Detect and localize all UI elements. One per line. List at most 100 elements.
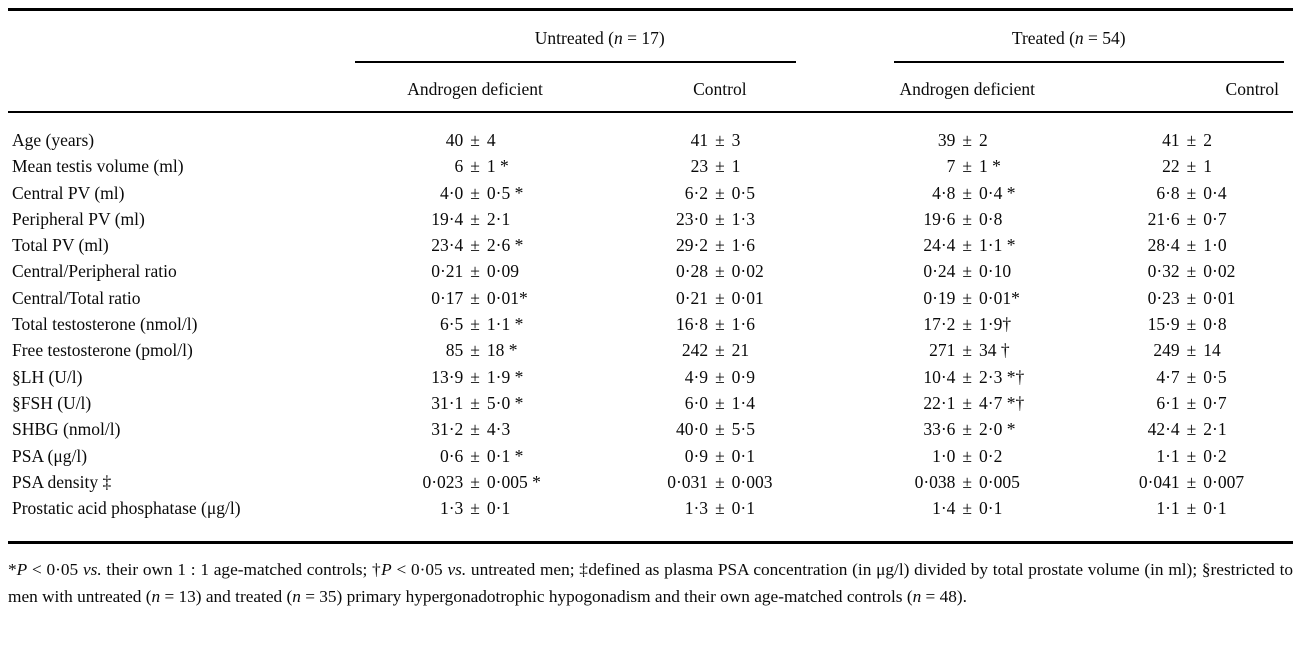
table-row: Central PV (ml) 4·0 ±0·5 * 6·2 ±0·5 4·8 ±0·… <box>8 180 1293 206</box>
value-cell-treated-androgen-deficient: 271 ±34 † <box>929 340 1010 361</box>
value-cell-treated-androgen-deficient: 0·19 ±0·01* <box>923 287 1020 308</box>
value-cell-untreated-control: 4·9 ±0·9 <box>684 366 755 387</box>
table-row: PSA (μg/l) 0·6 ±0·1 * 0·9 ±0·1 1·0 ±0·2 1·1… <box>8 443 1293 469</box>
value-cell-untreated-androgen-deficient: 85 ±18 * <box>445 340 518 361</box>
value-cell-untreated-androgen-deficient: 0·023 ±0·005 * <box>422 471 541 492</box>
value-cell-treated-androgen-deficient: 1·4 ±0·1 <box>844 495 1090 545</box>
table-row: Mean testis volume (ml) 6 ±1 * 23 ±1 7 ±1 *… <box>8 153 1293 179</box>
value-cell-untreated-androgen-deficient: 4·0 ±0·5 * <box>439 182 524 203</box>
value-cell-treated-androgen-deficient: 39 ±2 <box>937 130 988 150</box>
row-label: Free testosterone (pmol/l) <box>12 340 193 361</box>
table-row: Age (years) 40 ±4 41 ±3 39 ±2 41 ±2 <box>8 112 1293 153</box>
value-cell-untreated-androgen-deficient: 0·21 ±0·09 <box>431 261 519 282</box>
value-cell-untreated-androgen-deficient: 40 ±4 <box>445 130 496 150</box>
table-body: Age (years) 40 ±4 41 ±3 39 ±2 41 ±2 Mean tes… <box>8 112 1293 545</box>
value-cell-untreated-control: 0·21 ±0·01 <box>675 287 764 308</box>
value-cell-treated-control: 6·1 ±0·7 <box>1156 392 1227 413</box>
value-cell-untreated-control: 23 ±1 <box>690 156 741 177</box>
value-cell-untreated-androgen-deficient: 23·4 ±2·6 * <box>431 235 524 256</box>
value-cell-untreated-control: 40·0 ±5·5 <box>675 419 755 440</box>
value-cell-untreated-control: 0·9 ±0·1 <box>684 445 755 466</box>
results-table: Untreated (n = 17) Treated (n = 54) Andr… <box>8 8 1293 545</box>
value-cell-untreated-control: 23·0 ±1·3 <box>675 208 755 229</box>
treated-spanner-rule <box>893 61 1285 63</box>
value-cell-untreated-androgen-deficient: 31·1 ±5·0 * <box>431 392 524 413</box>
group-title-treated: Treated (n = 54) <box>1011 28 1126 48</box>
row-label: PSA density ‡ <box>12 471 112 492</box>
value-cell-treated-androgen-deficient: 0·038 ±0·005 <box>914 471 1020 492</box>
value-cell-untreated-control: 6·0 ±1·4 <box>684 392 755 413</box>
row-label: Prostatic acid phosphatase (μg/l) <box>8 495 355 545</box>
value-cell-treated-control: 22 ±1 <box>1162 156 1213 177</box>
value-cell-treated-control: 15·9 ±0·8 <box>1147 314 1227 335</box>
row-label: Peripheral PV (ml) <box>12 208 145 229</box>
column-header-row: Androgen deficient Control Androgen defi… <box>8 63 1293 113</box>
value-cell-treated-androgen-deficient: 17·2 ±1·9† <box>923 314 1012 335</box>
paper-table-sheet: Untreated (n = 17) Treated (n = 54) Andr… <box>8 8 1293 611</box>
value-cell-treated-androgen-deficient: 7 ±1 * <box>946 156 1001 177</box>
table-row: Free testosterone (pmol/l) 85 ±18 * 242 ±2… <box>8 337 1293 363</box>
header-label-spacer <box>8 10 355 64</box>
value-cell-treated-androgen-deficient: 10·4 ±2·3 *† <box>923 366 1025 387</box>
value-cell-treated-androgen-deficient: 22·1 ±4·7 *† <box>923 392 1025 413</box>
row-label: Total testosterone (nmol/l) <box>12 314 198 335</box>
value-cell-treated-control: 21·6 ±0·7 <box>1147 208 1227 229</box>
value-cell-untreated-androgen-deficient: 0·17 ±0·01* <box>431 287 528 308</box>
row-label: Central PV (ml) <box>12 182 125 203</box>
value-cell-untreated-control: 41 ±3 <box>690 130 741 150</box>
column-header-treated-androgen-deficient: Androgen deficient <box>844 63 1090 113</box>
group-header-row: Untreated (n = 17) Treated (n = 54) <box>8 10 1293 64</box>
table-row: Total testosterone (nmol/l) 6·5 ±1·1 * 16… <box>8 311 1293 337</box>
row-label: §LH (U/l) <box>12 366 83 387</box>
column-header-spacer <box>8 63 355 113</box>
column-header-untreated-androgen-deficient: Androgen deficient <box>354 63 596 113</box>
value-cell-treated-control: 1·1 ±0·1 <box>1089 495 1293 545</box>
untreated-spanner-rule <box>354 61 796 63</box>
value-cell-untreated-androgen-deficient: 1·3 ±0·1 <box>354 495 596 545</box>
value-cell-untreated-androgen-deficient: 19·4 ±2·1 <box>431 208 511 229</box>
value-cell-treated-androgen-deficient: 0·24 ±0·10 <box>923 261 1012 282</box>
value-cell-untreated-androgen-deficient: 6 ±1 * <box>454 156 509 177</box>
row-label: PSA (μg/l) <box>12 445 88 466</box>
table-row: PSA density ‡ 0·023 ±0·005 * 0·031 ±0·003 … <box>8 469 1293 495</box>
table-row: Peripheral PV (ml) 19·4 ±2·1 23·0 ±1·3 19·… <box>8 206 1293 232</box>
value-cell-treated-control: 6·8 ±0·4 <box>1156 182 1227 203</box>
value-cell-untreated-control: 16·8 ±1·6 <box>675 314 755 335</box>
row-label: Total PV (ml) <box>12 235 109 256</box>
table-row: Central/Total ratio 0·17 ±0·01* 0·21 ±0·01… <box>8 285 1293 311</box>
value-cell-treated-androgen-deficient: 19·6 ±0·8 <box>923 208 1003 229</box>
row-label: Central/Total ratio <box>12 287 141 308</box>
value-cell-treated-control: 1·1 ±0·2 <box>1156 445 1227 466</box>
value-cell-treated-control: 0·23 ±0·01 <box>1147 287 1236 308</box>
value-cell-untreated-control: 0·031 ±0·003 <box>667 471 773 492</box>
column-header-treated-control: Control <box>1089 63 1293 113</box>
value-cell-untreated-control: 6·2 ±0·5 <box>684 182 755 203</box>
value-cell-untreated-androgen-deficient: 0·6 ±0·1 * <box>439 445 524 466</box>
value-cell-untreated-control: 242 ±21 <box>681 340 750 361</box>
value-cell-treated-androgen-deficient: 24·4 ±1·1 * <box>923 235 1016 256</box>
table-row: Central/Peripheral ratio 0·21 ±0·09 0·28 ±… <box>8 258 1293 284</box>
row-label: Age (years) <box>12 130 95 150</box>
value-cell-treated-control: 0·041 ±0·007 <box>1138 471 1245 492</box>
value-cell-treated-control: 0·32 ±0·02 <box>1147 261 1236 282</box>
row-label: SHBG (nmol/l) <box>12 419 121 440</box>
value-cell-untreated-androgen-deficient: 31·2 ±4·3 <box>431 419 511 440</box>
value-cell-treated-androgen-deficient: 33·6 ±2·0 * <box>923 419 1016 440</box>
table-header: Untreated (n = 17) Treated (n = 54) Andr… <box>8 10 1293 113</box>
value-cell-treated-control: 4·7 ±0·5 <box>1156 366 1227 387</box>
table-row: Prostatic acid phosphatase (μg/l) 1·3 ±0·… <box>8 495 1293 545</box>
column-header-untreated-control: Control <box>595 63 845 113</box>
group-header-untreated: Untreated (n = 17) <box>354 10 845 63</box>
footnote: *P < 0·05 vs. their own 1 : 1 age-matche… <box>8 560 1294 607</box>
group-title-untreated: Untreated (n = 17) <box>534 28 665 48</box>
row-label: §FSH (U/l) <box>12 392 92 413</box>
value-cell-treated-control: 42·4 ±2·1 <box>1147 419 1227 440</box>
value-cell-untreated-androgen-deficient: 13·9 ±1·9 * <box>431 366 524 387</box>
value-cell-treated-androgen-deficient: 1·0 ±0·2 <box>932 445 1003 466</box>
table-row: Total PV (ml) 23·4 ±2·6 * 29·2 ±1·6 24·4 ±1… <box>8 232 1293 258</box>
table-row: SHBG (nmol/l) 31·2 ±4·3 40·0 ±5·5 33·6 ±2·0… <box>8 416 1293 442</box>
table-row: §LH (U/l) 13·9 ±1·9 * 4·9 ±0·9 10·4 ±2·3 *†… <box>8 364 1293 390</box>
value-cell-treated-control: 249 ±14 <box>1153 340 1221 361</box>
value-cell-treated-control: 28·4 ±1·0 <box>1147 235 1227 256</box>
value-cell-treated-androgen-deficient: 4·8 ±0·4 * <box>932 182 1016 203</box>
